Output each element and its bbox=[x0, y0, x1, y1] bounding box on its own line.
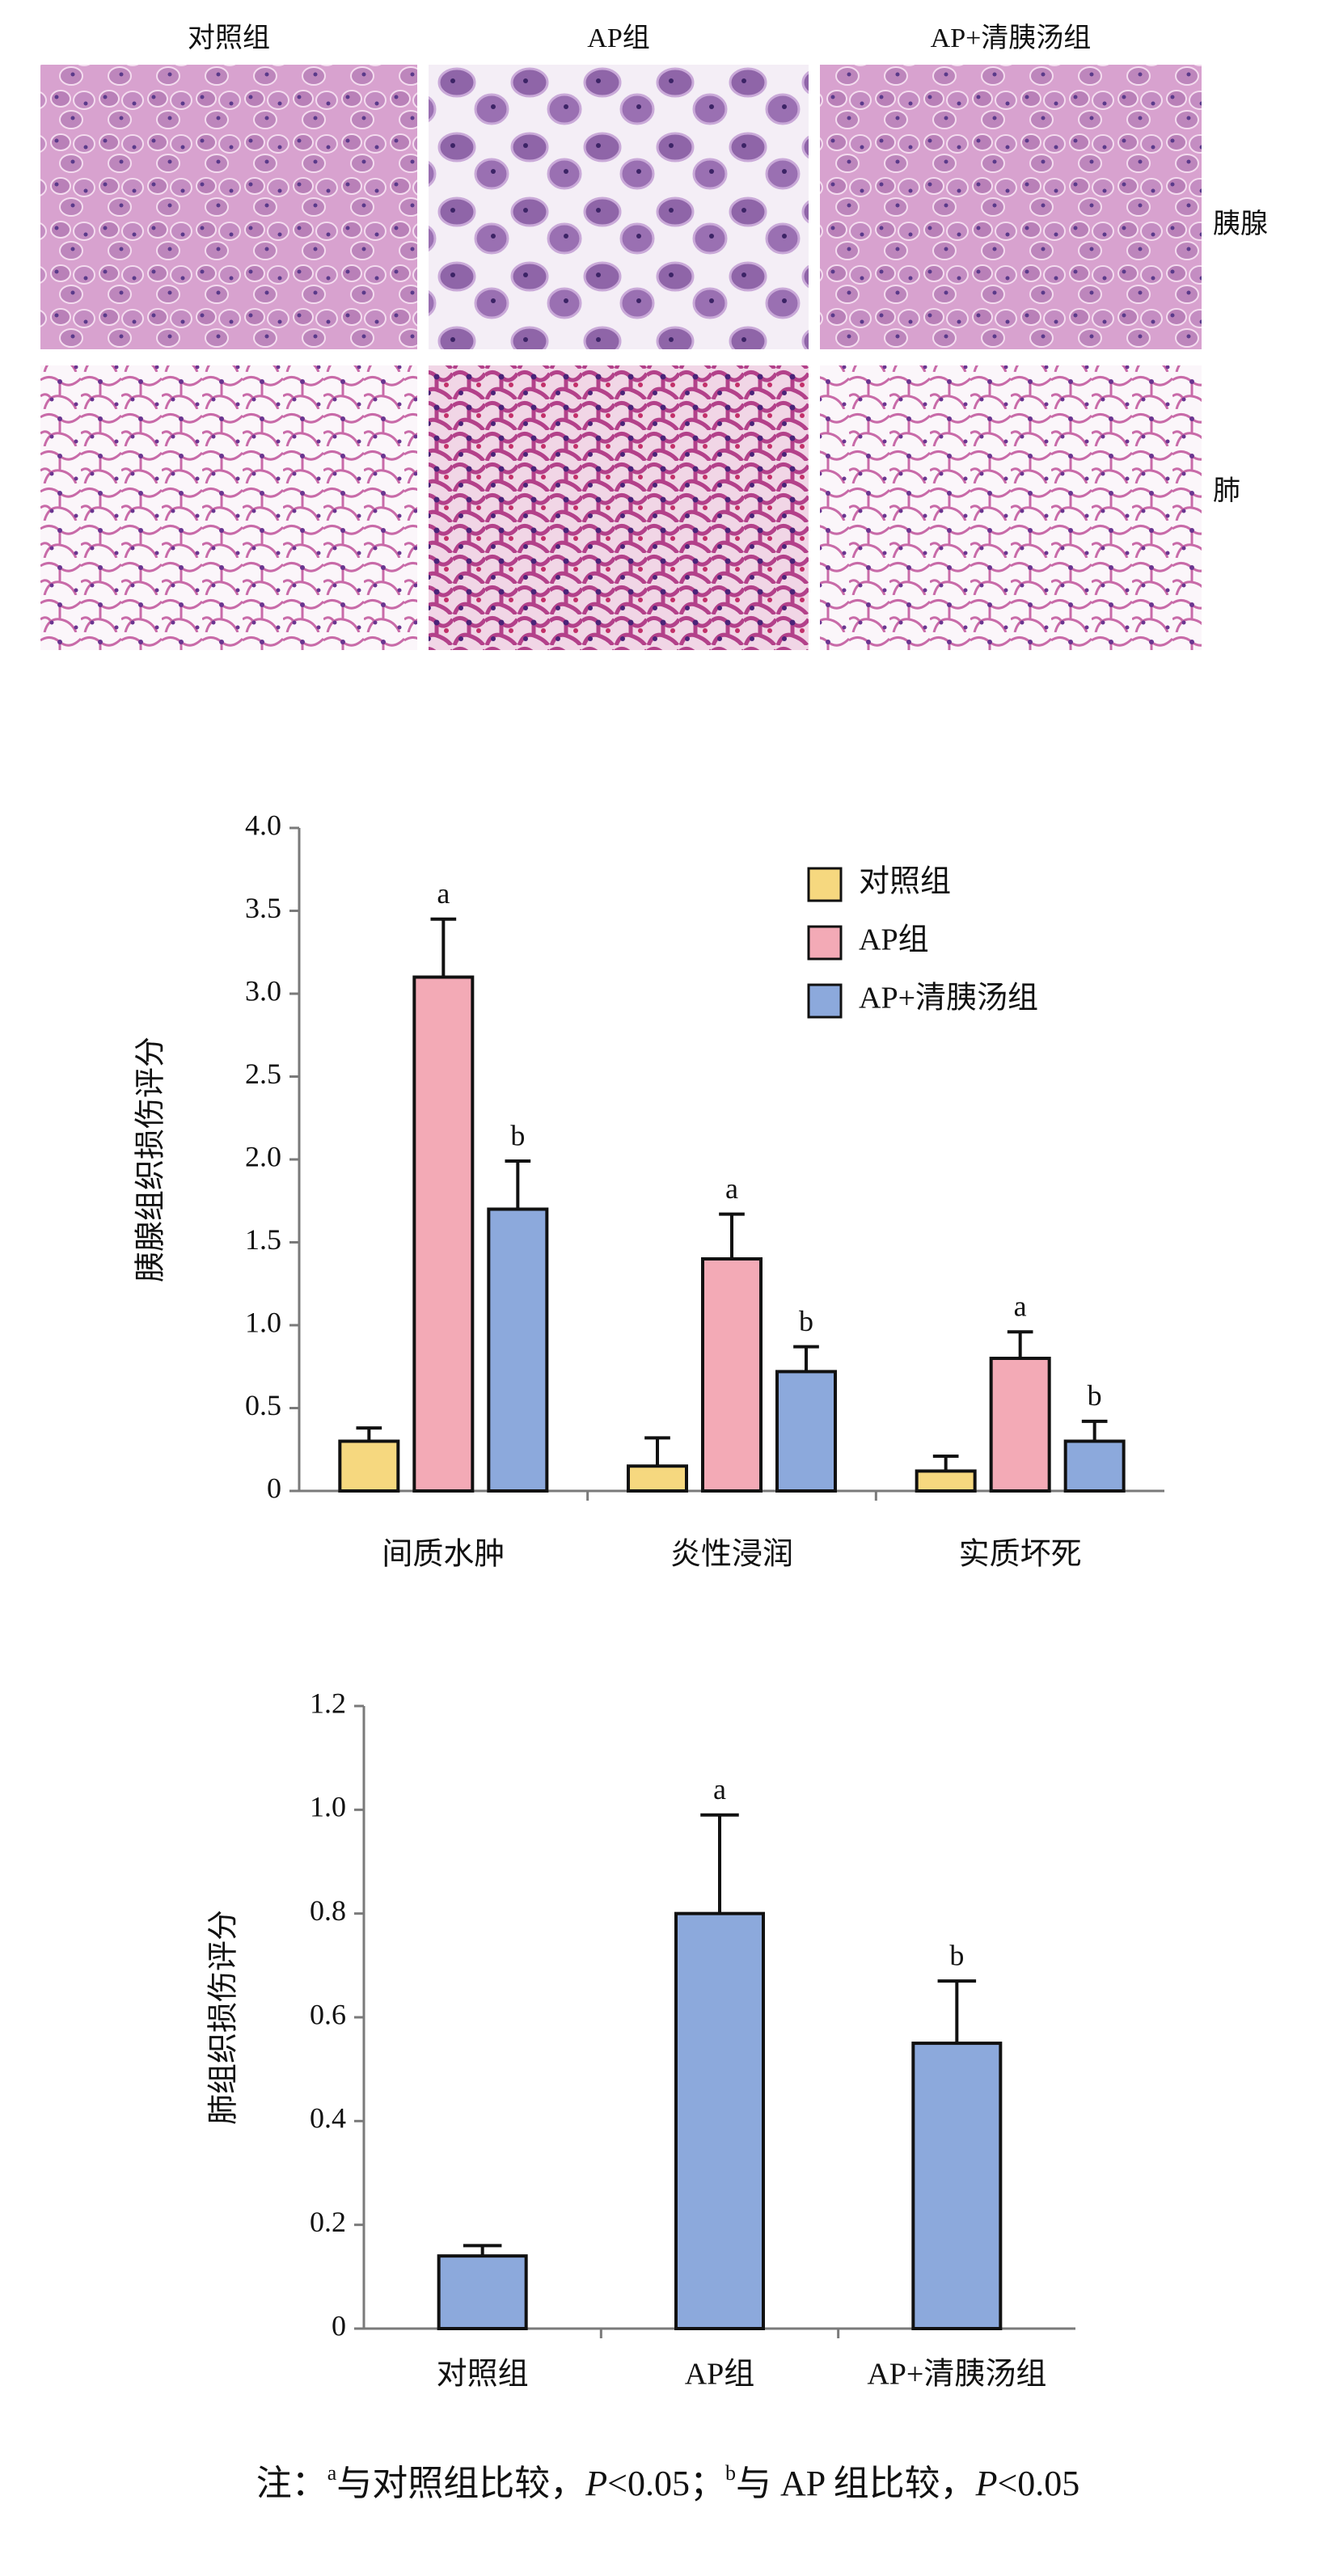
y-tick-label: 1.0 bbox=[245, 1306, 281, 1338]
legend-label: 对照组 bbox=[859, 865, 951, 899]
image-panel bbox=[429, 65, 809, 349]
y-tick-label: 0.6 bbox=[310, 1998, 346, 2030]
y-axis-title: 胰腺组织损伤评分 bbox=[134, 1037, 168, 1282]
x-tick-label: 对照组 bbox=[437, 2358, 529, 2392]
y-tick-label: 0.8 bbox=[310, 1894, 346, 1927]
y-tick-label: 3.0 bbox=[245, 974, 281, 1007]
annotation: b bbox=[1088, 1379, 1102, 1412]
x-tick-label: AP+清胰汤组 bbox=[867, 2358, 1046, 2392]
y-tick-label: 0 bbox=[267, 1472, 281, 1504]
footnote-part: <0.05 bbox=[997, 2464, 1079, 2503]
legend-label: AP+清胰汤组 bbox=[859, 982, 1038, 1016]
y-tick-label: 2.5 bbox=[245, 1058, 281, 1090]
image-panel bbox=[40, 65, 417, 349]
image-panel bbox=[40, 365, 417, 650]
y-tick-label: 1.2 bbox=[310, 1687, 346, 1719]
column-label: 对照组 bbox=[188, 23, 270, 53]
bar bbox=[338, 1439, 400, 1493]
footnote-part: P bbox=[585, 2464, 607, 2503]
column-label: AP组 bbox=[587, 23, 649, 53]
x-tick-label: AP组 bbox=[685, 2358, 755, 2392]
y-tick-label: 1.0 bbox=[310, 1791, 346, 1823]
footnote-part: <0.05； bbox=[607, 2464, 725, 2503]
footnote-part: a bbox=[327, 2461, 337, 2485]
annotation: b bbox=[799, 1305, 813, 1337]
image-panel bbox=[820, 65, 1202, 349]
legend-swatch bbox=[807, 925, 843, 961]
bar bbox=[915, 1469, 977, 1493]
y-tick-label: 4.0 bbox=[245, 809, 281, 841]
annotation: a bbox=[437, 877, 450, 910]
image-panel bbox=[820, 365, 1202, 650]
annotation: a bbox=[1014, 1290, 1027, 1322]
y-tick-label: 0.2 bbox=[310, 2206, 346, 2238]
annotation: a bbox=[725, 1172, 738, 1205]
footnote-part: 与对照组比较， bbox=[336, 2464, 585, 2503]
bar bbox=[775, 1370, 837, 1493]
footnote-part: 与 AP 组比较， bbox=[736, 2464, 976, 2503]
footnote-part: 注： bbox=[256, 2464, 327, 2503]
bar bbox=[437, 2254, 528, 2331]
bar bbox=[701, 1257, 763, 1493]
row-label: 肺 bbox=[1213, 476, 1240, 506]
footnote-part: b bbox=[725, 2461, 736, 2485]
row-label: 胰腺 bbox=[1213, 209, 1268, 239]
bar bbox=[1063, 1439, 1126, 1493]
y-axis-title: 肺组织损伤评分 bbox=[207, 1910, 241, 2125]
x-tick-label: 间质水肿 bbox=[382, 1538, 505, 1572]
bar bbox=[487, 1207, 549, 1493]
x-tick-label: 实质坏死 bbox=[959, 1538, 1082, 1572]
histology: 对照组 AP组 AP+清胰汤组 胰腺 肺 bbox=[40, 23, 1268, 650]
bar bbox=[989, 1357, 1051, 1493]
legend-swatch bbox=[807, 983, 843, 1019]
annotation: b bbox=[949, 1939, 964, 1971]
x-tick-label: 炎性浸润 bbox=[670, 1538, 793, 1572]
bar bbox=[412, 975, 475, 1493]
y-tick-label: 3.5 bbox=[245, 892, 281, 924]
column-label: AP+清胰汤组 bbox=[931, 23, 1092, 53]
bar bbox=[627, 1464, 688, 1493]
image-panel bbox=[429, 365, 809, 650]
y-tick-label: 0.4 bbox=[310, 2102, 346, 2135]
bar bbox=[674, 1911, 765, 2331]
y-tick-label: 2.0 bbox=[245, 1140, 281, 1172]
legend-swatch bbox=[807, 867, 843, 902]
y-tick-label: 1.5 bbox=[245, 1223, 281, 1256]
bar bbox=[911, 2042, 1003, 2330]
y-tick-label: 0 bbox=[332, 2309, 346, 2342]
legend-label: AP组 bbox=[859, 923, 929, 957]
annotation: a bbox=[713, 1773, 726, 1805]
footnote-part: P bbox=[975, 2464, 998, 2503]
footnote: 注：a与对照组比较，P<0.05；b与 AP 组比较，P<0.05 bbox=[256, 2461, 1080, 2503]
annotation: b bbox=[510, 1119, 525, 1151]
y-tick-label: 0.5 bbox=[245, 1389, 281, 1421]
